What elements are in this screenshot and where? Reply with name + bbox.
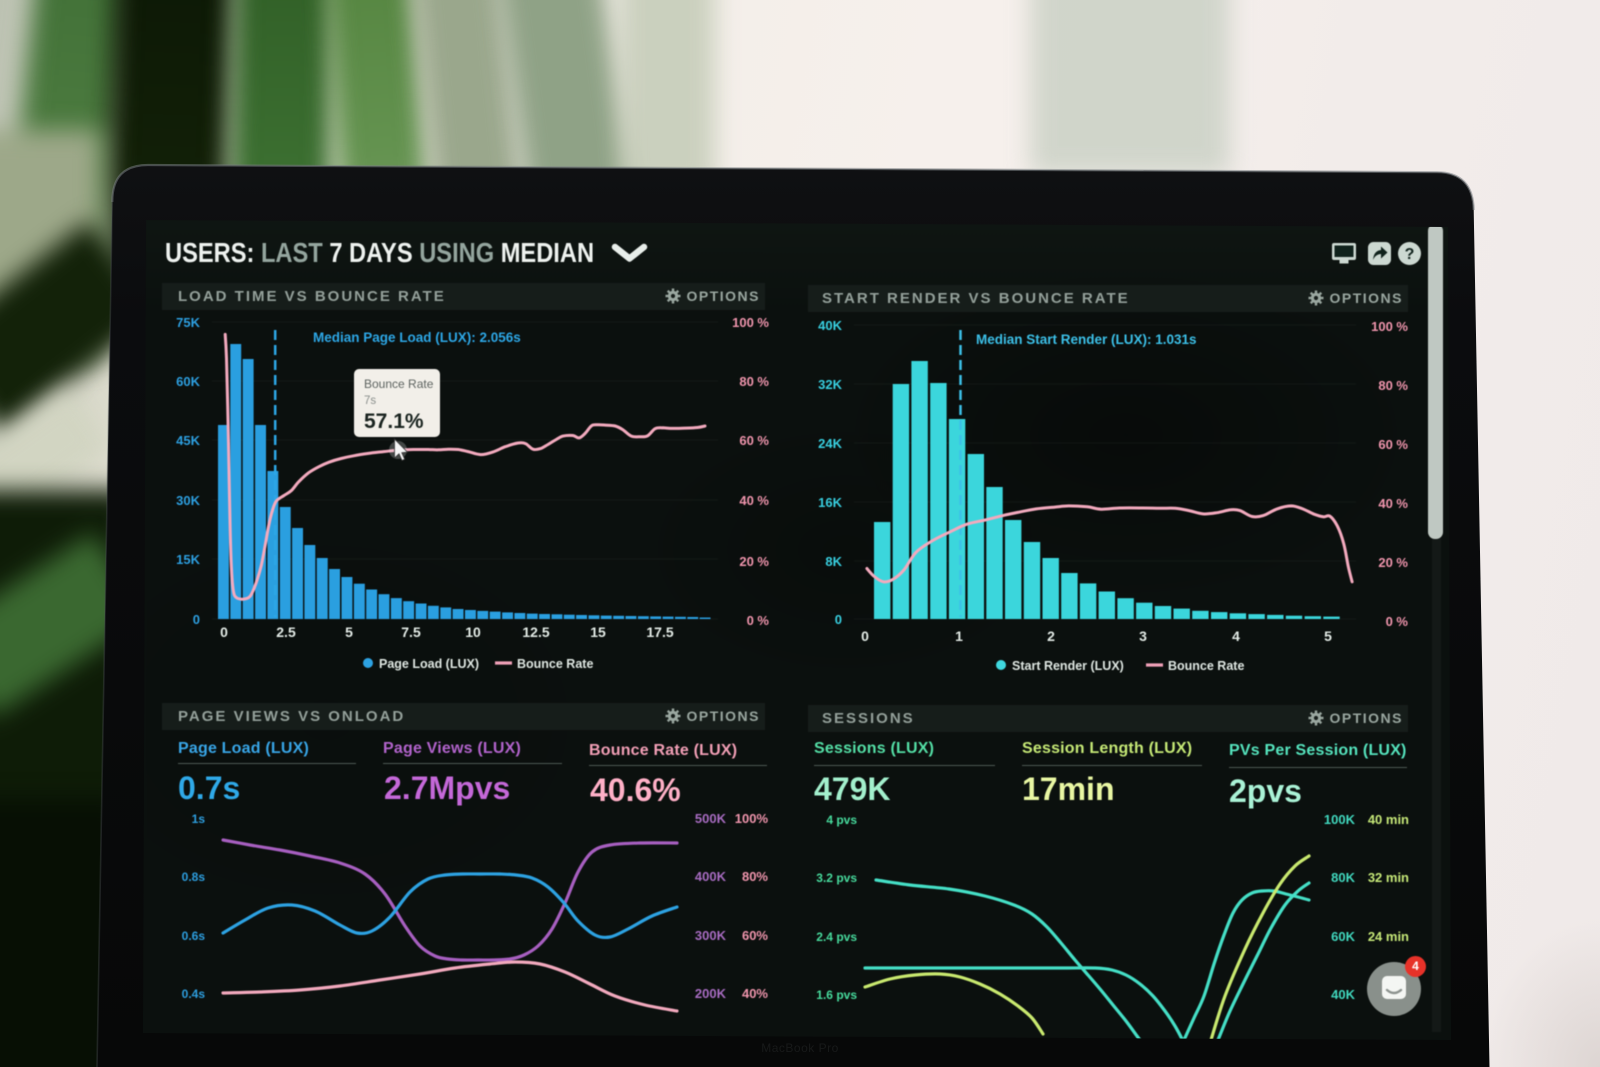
svg-text:40K: 40K bbox=[1331, 987, 1355, 1002]
svg-text:1: 1 bbox=[955, 628, 963, 644]
svg-text:Median Page Load (LUX): 2.056s: Median Page Load (LUX): 2.056s bbox=[313, 330, 521, 345]
svg-text:40 %: 40 % bbox=[739, 493, 769, 508]
svg-text:80 %: 80 % bbox=[739, 374, 769, 389]
svg-text:0 %: 0 % bbox=[747, 613, 770, 628]
svg-text:Bounce Rate: Bounce Rate bbox=[1168, 659, 1244, 673]
svg-text:20 %: 20 % bbox=[1378, 555, 1408, 570]
svg-text:100 %: 100 % bbox=[732, 315, 769, 330]
svg-text:80 %: 80 % bbox=[1378, 378, 1408, 393]
svg-text:45K: 45K bbox=[176, 433, 200, 448]
svg-text:12.5: 12.5 bbox=[522, 624, 549, 640]
svg-text:15: 15 bbox=[590, 624, 606, 640]
svg-text:0: 0 bbox=[835, 612, 842, 627]
svg-text:1.6 pvs: 1.6 pvs bbox=[816, 988, 857, 1002]
svg-text:60 %: 60 % bbox=[1378, 437, 1408, 452]
svg-text:57.1%: 57.1% bbox=[364, 410, 424, 433]
svg-text:16K: 16K bbox=[818, 495, 842, 510]
svg-text:Median Start Render (LUX): 1.0: Median Start Render (LUX): 1.031s bbox=[976, 332, 1197, 347]
svg-text:400K: 400K bbox=[695, 869, 727, 884]
svg-text:60 %: 60 % bbox=[739, 433, 769, 448]
svg-text:Page Load (LUX): Page Load (LUX) bbox=[379, 657, 479, 671]
svg-text:0.6s: 0.6s bbox=[182, 929, 206, 943]
svg-text:8K: 8K bbox=[825, 554, 842, 569]
svg-text:40%: 40% bbox=[742, 986, 768, 1001]
svg-text:2.4 pvs: 2.4 pvs bbox=[816, 930, 857, 944]
svg-text:10: 10 bbox=[465, 624, 481, 640]
svg-text:32 min: 32 min bbox=[1368, 870, 1409, 885]
svg-text:300K: 300K bbox=[695, 928, 727, 943]
svg-text:0: 0 bbox=[193, 612, 200, 627]
svg-text:Start Render (LUX): Start Render (LUX) bbox=[1012, 659, 1124, 673]
svg-text:60K: 60K bbox=[176, 374, 200, 389]
svg-text:20 %: 20 % bbox=[739, 554, 769, 569]
svg-text:5: 5 bbox=[345, 624, 353, 640]
svg-text:2: 2 bbox=[1047, 628, 1055, 644]
svg-text:4 pvs: 4 pvs bbox=[826, 813, 857, 827]
svg-text:17.5: 17.5 bbox=[646, 624, 673, 640]
svg-text:100 %: 100 % bbox=[1371, 319, 1408, 334]
svg-text:100%: 100% bbox=[735, 811, 769, 826]
svg-text:0 %: 0 % bbox=[1386, 614, 1409, 629]
svg-text:?: ? bbox=[1405, 246, 1415, 263]
svg-text:0: 0 bbox=[220, 624, 228, 640]
svg-text:24K: 24K bbox=[818, 436, 842, 451]
svg-text:200K: 200K bbox=[695, 986, 727, 1001]
svg-text:32K: 32K bbox=[818, 377, 842, 392]
svg-text:0: 0 bbox=[861, 628, 869, 644]
svg-text:3.2 pvs: 3.2 pvs bbox=[816, 871, 857, 885]
svg-text:2.5: 2.5 bbox=[276, 624, 296, 640]
svg-text:4: 4 bbox=[1232, 628, 1240, 644]
svg-text:60K: 60K bbox=[1331, 929, 1355, 944]
svg-text:3: 3 bbox=[1139, 628, 1147, 644]
svg-text:500K: 500K bbox=[695, 811, 727, 826]
svg-text:80%: 80% bbox=[742, 869, 768, 884]
svg-text:30K: 30K bbox=[176, 493, 200, 508]
svg-text:Bounce Rate: Bounce Rate bbox=[364, 377, 434, 391]
svg-text:7s: 7s bbox=[364, 395, 376, 407]
svg-text:75K: 75K bbox=[176, 315, 200, 330]
svg-text:40K: 40K bbox=[818, 318, 842, 333]
svg-text:80K: 80K bbox=[1331, 870, 1355, 885]
svg-text:24 min: 24 min bbox=[1368, 929, 1409, 944]
svg-text:1s: 1s bbox=[192, 812, 206, 826]
svg-text:40 min: 40 min bbox=[1368, 812, 1409, 827]
svg-text:Bounce Rate: Bounce Rate bbox=[517, 657, 593, 671]
svg-text:5: 5 bbox=[1324, 628, 1332, 644]
svg-text:40 %: 40 % bbox=[1378, 496, 1408, 511]
svg-text:15K: 15K bbox=[176, 552, 200, 567]
svg-text:0.8s: 0.8s bbox=[182, 870, 206, 884]
svg-text:100K: 100K bbox=[1324, 812, 1356, 827]
svg-text:60%: 60% bbox=[742, 928, 768, 943]
svg-text:0.4s: 0.4s bbox=[182, 987, 206, 1001]
svg-text:7.5: 7.5 bbox=[401, 624, 421, 640]
